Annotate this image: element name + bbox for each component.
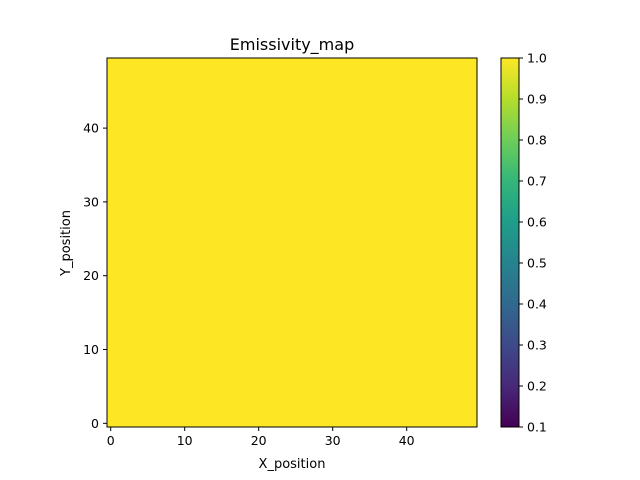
x-axis: 0 10 20 30 40	[107, 427, 415, 448]
x-tick-label: 20	[251, 433, 267, 448]
colorbar-tick-label: 0.3	[527, 338, 547, 353]
colorbar-tick-label: 0.9	[527, 92, 547, 107]
colorbar-tick-label: 0.2	[527, 379, 547, 394]
colorbar-tick-label: 0.4	[527, 297, 547, 312]
chart-title: Emissivity_map	[230, 35, 354, 55]
colorbar-axis: 0.1 0.2 0.3 0.4 0.5 0.6 0.7 0.8 0.9 1.0	[519, 51, 547, 435]
heatmap-background	[107, 58, 477, 427]
y-tick-label: 30	[83, 194, 99, 209]
colorbar-tick-label: 1.0	[527, 51, 547, 66]
colorbar-frame	[500, 57, 520, 428]
y-tick-label: 10	[83, 342, 99, 357]
y-tick-label: 0	[91, 416, 99, 431]
x-axis-label: X_position	[259, 457, 326, 472]
colorbar-tick-label: 0.1	[527, 420, 547, 435]
x-tick-label: 10	[177, 433, 193, 448]
colorbar-tick-label: 0.8	[527, 133, 547, 148]
plot-frame	[106, 57, 478, 428]
x-tick-label: 30	[325, 433, 341, 448]
y-axis: 0 10 20 30 40	[83, 121, 107, 431]
colorbar-tick-label: 0.7	[527, 174, 547, 189]
y-tick-label: 20	[83, 268, 99, 283]
colorbar	[501, 58, 519, 427]
x-tick-label: 0	[107, 433, 115, 448]
y-axis-label: Y_position	[59, 210, 74, 277]
colorbar-tick-label: 0.6	[527, 215, 547, 230]
y-tick-label: 40	[83, 121, 99, 136]
heatmap-cells	[107, 58, 477, 427]
colorbar-tick-label: 0.5	[527, 256, 547, 271]
x-tick-label: 40	[399, 433, 415, 448]
